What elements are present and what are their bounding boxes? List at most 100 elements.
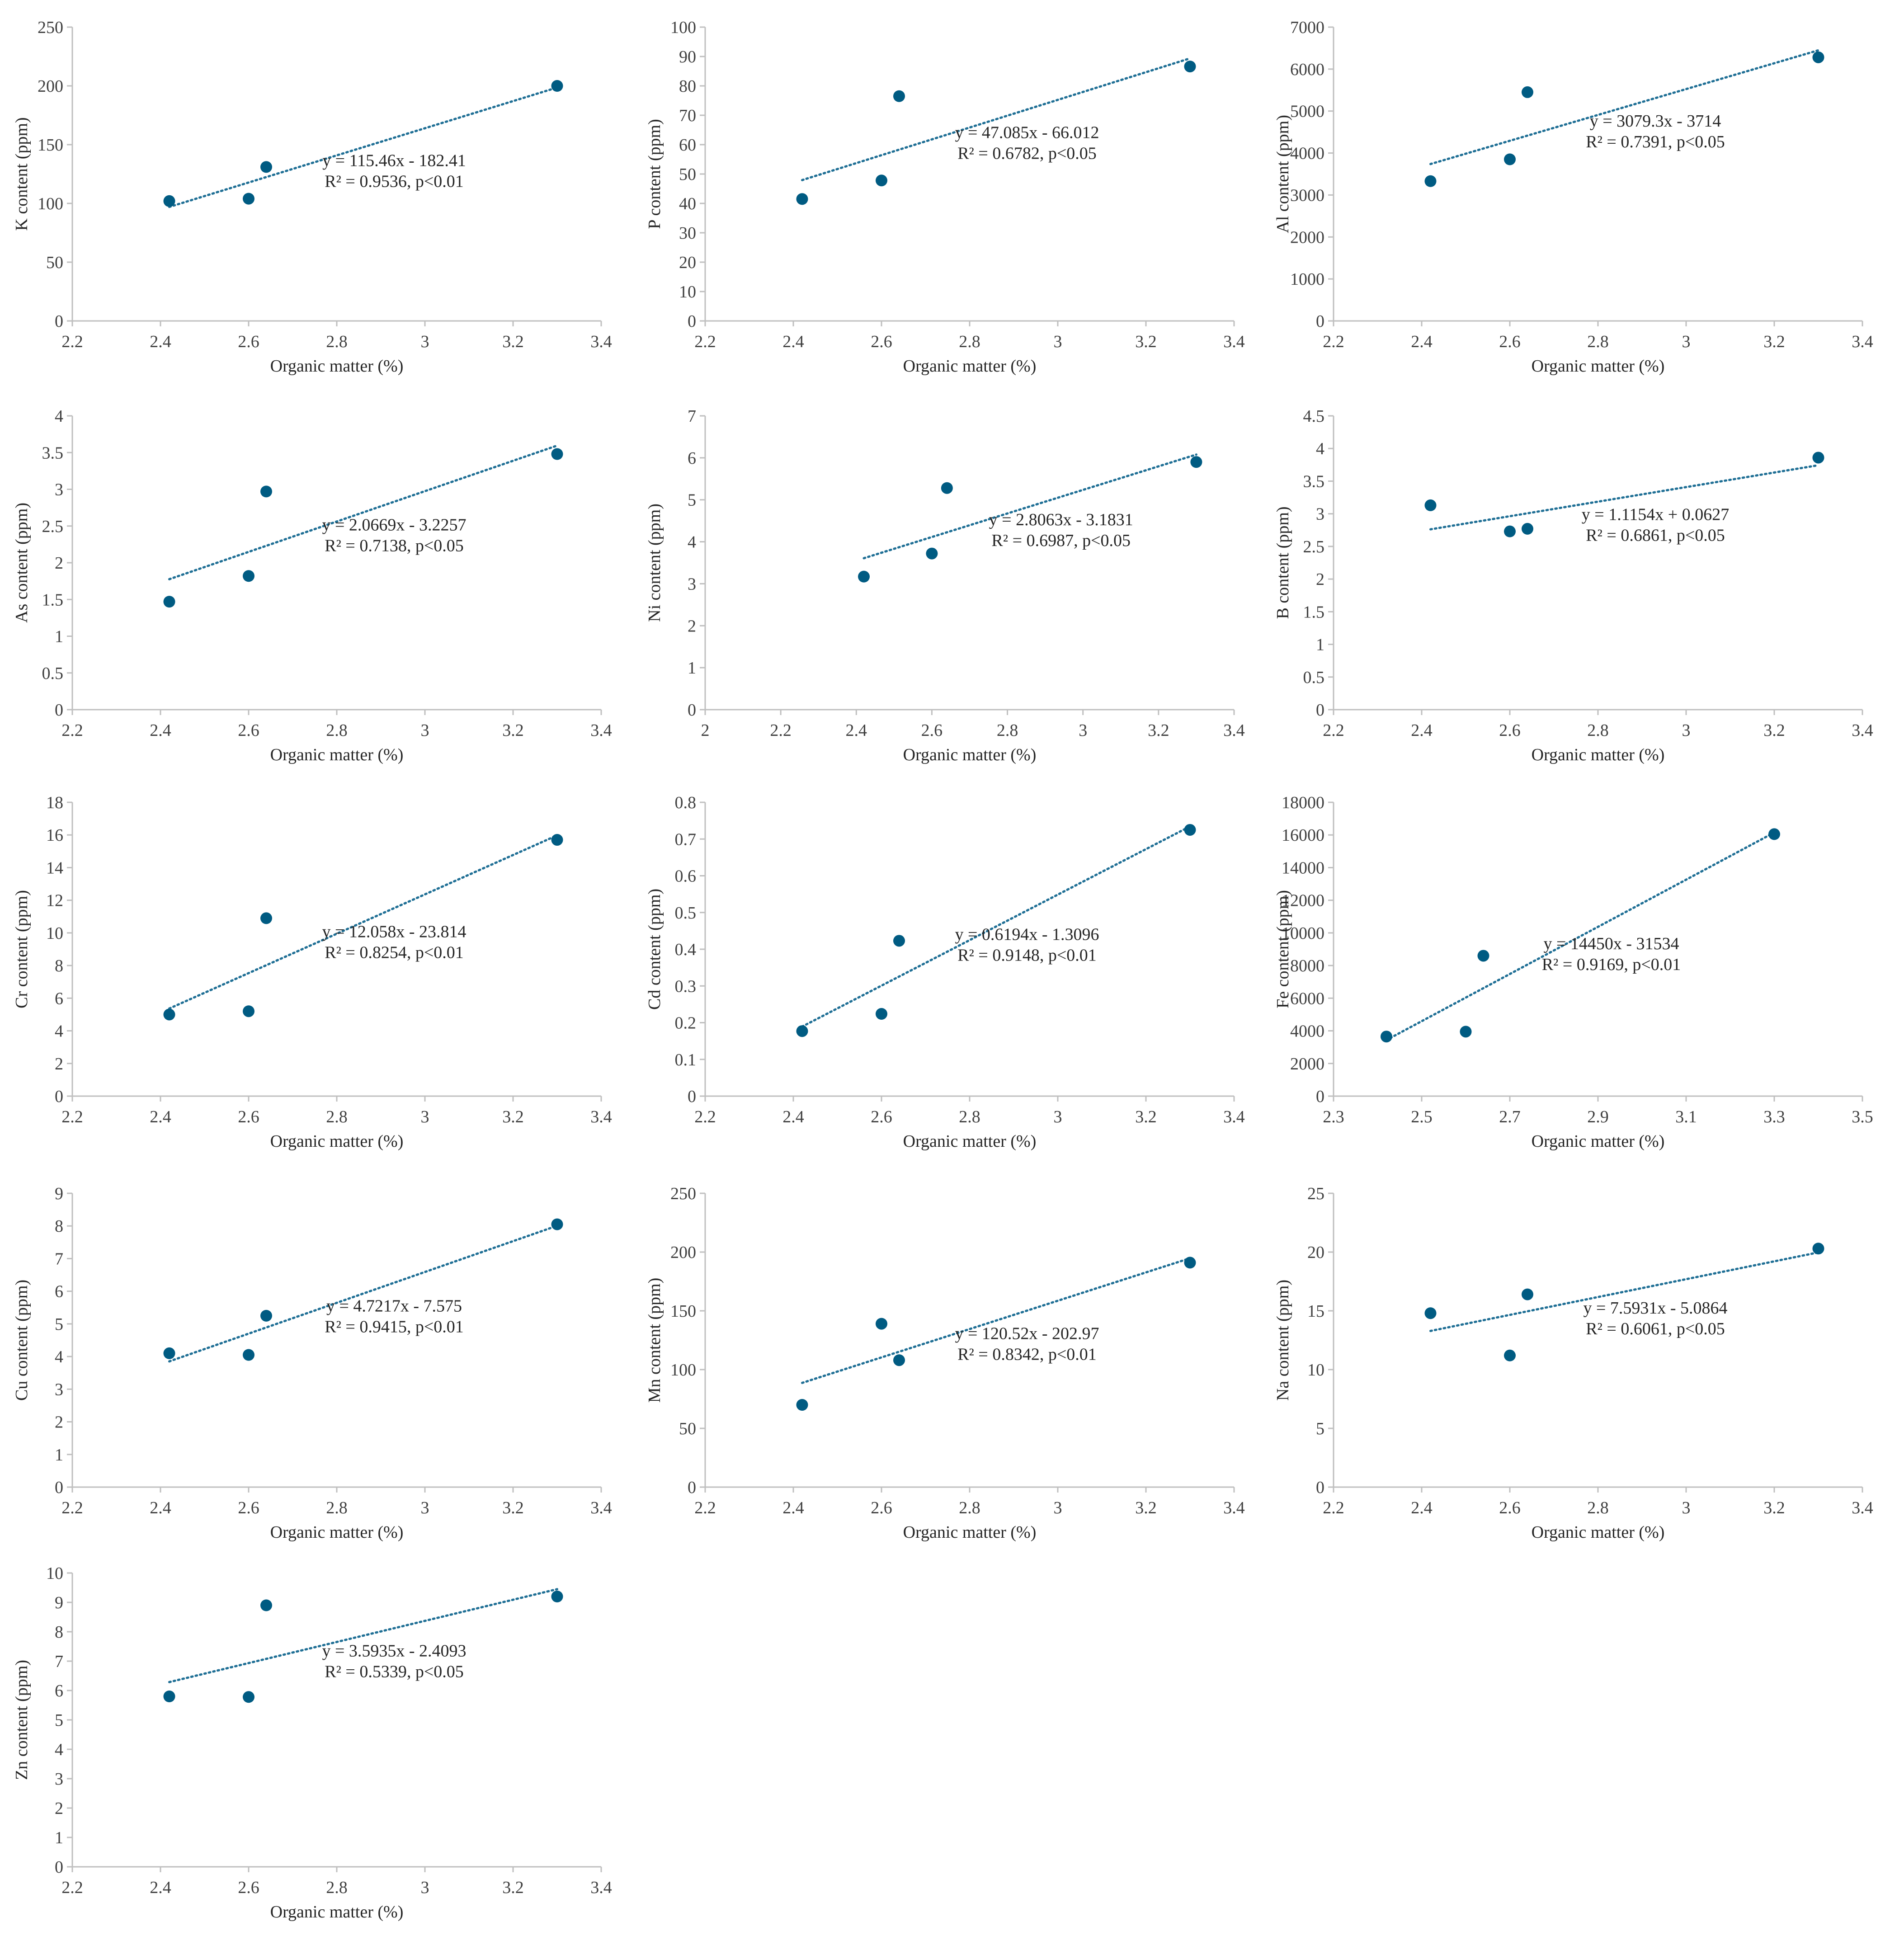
y-tick-label: 4 — [1316, 439, 1324, 458]
y-tick-label: 16000 — [1282, 826, 1324, 845]
y-tick-label: 6 — [688, 449, 696, 468]
y-tick-label: 0 — [688, 1087, 696, 1106]
y-tick-label: 2 — [55, 1055, 63, 1074]
regression-equation: y = 7.5931x - 5.0864 — [1583, 1299, 1727, 1318]
regression-equation: y = 4.7217x - 7.575 — [326, 1296, 462, 1315]
chart-panel-cr: 0 2 4 6 8 10 12 14 16 18 2.2 2.4 2.6 2.8 3 3.2 3.4 Organi… — [9, 784, 633, 1164]
chart-svg-na: 0 5 10 15 20 25 2.2 2.4 2.6 2.8 3 3.2 3.4 Organic mat… — [1273, 1184, 1873, 1542]
x-tick-label: 3.4 — [1852, 1498, 1873, 1517]
y-tick-label: 10 — [46, 924, 63, 943]
y-tick-label: 7 — [55, 1249, 63, 1268]
data-point — [243, 1691, 254, 1703]
y-tick-label: 30 — [679, 224, 696, 243]
y-tick-label: 3.5 — [1303, 472, 1325, 491]
x-tick-label: 2.4 — [1411, 721, 1433, 740]
r-squared-label: R² = 0.6782, p<0.05 — [957, 144, 1097, 163]
y-tick-label: 50 — [679, 1419, 696, 1438]
y-axis-title: B content (ppm) — [1273, 506, 1292, 619]
x-tick-label: 2.8 — [959, 332, 980, 351]
y-tick-label: 4 — [55, 1022, 63, 1041]
y-tick-label: 0.5 — [1303, 668, 1325, 687]
y-tick-label: 7000 — [1290, 18, 1324, 37]
y-tick-label: 150 — [38, 136, 63, 155]
y-tick-label: 0.7 — [675, 830, 697, 849]
regression-equation: y = 0.6194x - 1.3096 — [955, 925, 1099, 944]
data-point — [260, 1309, 272, 1322]
y-tick-label: 8 — [55, 1623, 63, 1642]
chart-panel-as: 0 0.5 1 1.5 2 2.5 3 3.5 4 2.2 2.4 2.6 2.8 3 3.2 3.4 Orga… — [9, 398, 633, 777]
x-tick-label: 2.6 — [1499, 332, 1521, 351]
y-tick-label: 3.5 — [42, 443, 64, 462]
x-tick-label: 2.7 — [1499, 1107, 1521, 1126]
y-tick-label: 0.5 — [675, 904, 697, 923]
x-axis-title: Organic matter (%) — [1532, 1132, 1665, 1151]
x-axis-title: Organic matter (%) — [1532, 1523, 1665, 1542]
x-tick-label: 3 — [1054, 1498, 1062, 1517]
y-tick-label: 18000 — [1282, 793, 1324, 812]
y-tick-label: 2 — [1316, 570, 1324, 589]
x-tick-label: 3.1 — [1675, 1107, 1697, 1126]
y-tick-label: 1 — [1316, 636, 1324, 655]
y-tick-label: 10000 — [1282, 924, 1324, 943]
x-axis-title: Organic matter (%) — [270, 745, 404, 764]
x-axis-title: Organic matter (%) — [270, 1903, 404, 1921]
r-squared-label: R² = 0.6061, p<0.05 — [1586, 1319, 1725, 1338]
data-point — [260, 485, 272, 498]
x-tick-label: 2.2 — [1323, 1498, 1344, 1517]
y-tick-label: 2.5 — [1303, 537, 1325, 556]
x-tick-label: 2.6 — [871, 332, 892, 351]
y-tick-label: 10 — [1307, 1361, 1324, 1380]
x-tick-label: 3.2 — [502, 1107, 524, 1126]
y-tick-label: 200 — [670, 1243, 696, 1262]
data-point — [1184, 61, 1196, 73]
x-tick-label: 2.2 — [61, 1107, 83, 1126]
chart-panel-fe: 0 2000 4000 6000 8000 10000 12000 14000 16000 180… — [1270, 784, 1894, 1164]
x-tick-label: 3.2 — [502, 721, 524, 740]
y-tick-label: 0 — [55, 312, 63, 331]
y-tick-label: 16 — [46, 826, 63, 845]
y-tick-label: 3 — [1316, 505, 1324, 524]
x-tick-label: 3.2 — [1148, 721, 1169, 740]
y-tick-label: 0 — [688, 701, 696, 720]
trendline — [1429, 1251, 1819, 1332]
data-point — [243, 570, 254, 582]
y-tick-label: 0.1 — [675, 1050, 697, 1069]
x-tick-label: 3 — [421, 1107, 429, 1126]
y-tick-label: 0 — [55, 701, 63, 720]
chart-panel-mn: 0 50 100 150 200 250 2.2 2.4 2.6 2.8 3 3.2 3.4 Organi… — [642, 1175, 1266, 1555]
y-tick-label: 25 — [1307, 1184, 1324, 1203]
trendline — [168, 834, 558, 1010]
data-point — [1424, 499, 1437, 511]
x-tick-label: 2.8 — [326, 1107, 348, 1126]
x-tick-label: 2.6 — [871, 1107, 892, 1126]
y-tick-label: 200 — [38, 77, 63, 96]
y-axis-title: Cd content (ppm) — [645, 889, 664, 1010]
data-point — [1190, 456, 1202, 468]
chart-svg-k: 0 50 100 150 200 250 2.2 2.4 2.6 2.8 3 3.2 3.4 Organi… — [12, 18, 612, 376]
data-point — [1768, 828, 1780, 840]
chart-svg-cu: 0 1 2 3 4 5 6 7 8 9 2.2 2.4 2.6 2.8 3 3.2 3.4 Organic mat… — [12, 1184, 612, 1542]
y-tick-label: 6000 — [1290, 989, 1324, 1008]
y-tick-label: 1 — [688, 659, 696, 678]
y-tick-label: 50 — [46, 253, 63, 272]
y-tick-label: 0 — [688, 312, 696, 331]
x-tick-label: 3.3 — [1763, 1107, 1785, 1126]
x-tick-label: 3 — [1682, 721, 1691, 740]
x-tick-label: 2.6 — [871, 1498, 892, 1517]
y-tick-label: 100 — [38, 194, 63, 213]
x-tick-label: 2.3 — [1323, 1107, 1344, 1126]
trendline — [168, 1588, 558, 1683]
data-point — [1184, 1257, 1196, 1269]
data-point — [1504, 525, 1516, 537]
y-tick-label: 5000 — [1290, 102, 1324, 121]
y-axis-title: Zn content (ppm) — [12, 1660, 31, 1780]
x-tick-label: 3.5 — [1852, 1107, 1873, 1126]
y-tick-label: 0.6 — [675, 867, 697, 886]
x-tick-label: 2.4 — [782, 1107, 804, 1126]
data-point — [858, 570, 870, 583]
x-tick-label: 2.2 — [61, 1878, 83, 1897]
x-tick-label: 3 — [1054, 1107, 1062, 1126]
r-squared-label: R² = 0.8254, p<0.01 — [325, 943, 464, 962]
regression-equation: y = 14450x - 31534 — [1543, 934, 1679, 953]
chart-svg-cd: 0 0.1 0.2 0.3 0.4 0.5 0.6 0.7 0.8 2.2 2.4 2.6 2.8 3 3.… — [645, 793, 1245, 1151]
